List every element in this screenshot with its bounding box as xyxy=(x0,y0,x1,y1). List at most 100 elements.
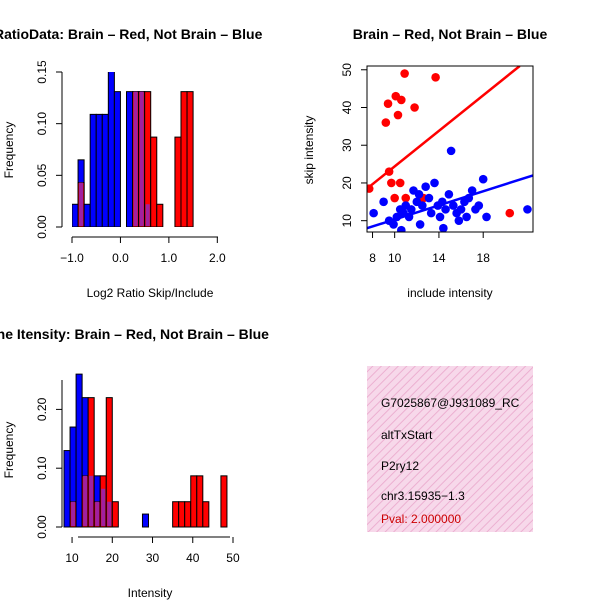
intensity-x-tick-label: 40 xyxy=(186,551,200,565)
scatter-point-red xyxy=(387,178,396,188)
intensity-x-ticks: 10 20 30 40 50 xyxy=(65,537,240,565)
intensity-overlap-bar xyxy=(83,475,88,526)
scatter-point-red xyxy=(505,208,515,218)
scatter-y-label: skip intensity xyxy=(302,116,316,185)
intensity-red-bar xyxy=(184,501,192,528)
intensity-red-bar xyxy=(178,501,186,528)
ratio-y-ticks: 0.00 0.05 0.10 0.15 xyxy=(35,60,62,239)
ratio-blue-bar xyxy=(72,203,79,227)
intensity-histogram: Gene Itensity: Brain – Red, Not Brain – … xyxy=(0,326,269,600)
scatter-point-blue xyxy=(397,225,406,232)
event-info-box: G7025867@J931089_RC altTxStart P2ry12 ch… xyxy=(367,366,533,532)
intensity-red-bar xyxy=(111,501,119,528)
intensity-y-tick-label: 0.10 xyxy=(35,456,49,480)
ratio-title: RatioData: Brain – Red, Not Brain – Blue xyxy=(0,26,263,42)
intensity-x-tick-label: 30 xyxy=(146,551,160,565)
scatter-point-red xyxy=(410,103,419,112)
scatter-point-blue xyxy=(389,220,398,229)
intensity-red-bar xyxy=(190,475,198,528)
ratio-y-tick-label: 0.00 xyxy=(35,215,49,239)
scatter-point-red xyxy=(367,184,374,193)
intensity-y-tick-label: 0.20 xyxy=(35,397,49,421)
intensity-overlap-bar xyxy=(107,501,112,526)
scatter-point-red xyxy=(393,110,403,120)
intensity-x-tick-label: 20 xyxy=(106,551,120,565)
scatter-x-tick-label: 10 xyxy=(388,251,402,265)
scatter-point-blue xyxy=(439,223,448,232)
ratio-red-bar xyxy=(186,91,194,227)
scatter-point-blue xyxy=(441,205,450,214)
scatter-points xyxy=(367,69,532,232)
scatter-y-tick-label: 50 xyxy=(340,63,354,77)
info-location: chr3.15935−1.3 xyxy=(381,489,465,503)
scatter-x-tick-label: 14 xyxy=(432,251,446,265)
ratio-y-tick-label: 0.10 xyxy=(35,112,49,136)
ratio-blue-bar xyxy=(95,113,103,227)
info-event: altTxStart xyxy=(381,428,433,442)
ratio-blue-bar xyxy=(101,113,109,227)
ratio-blue-bar xyxy=(89,113,97,227)
ratio-overlap-bar xyxy=(145,204,150,226)
scatter-point-blue xyxy=(379,197,388,207)
scatter-y-ticks: 10 20 30 40 50 xyxy=(340,63,367,228)
ratio-red-bar xyxy=(156,203,164,227)
scatter-point-blue xyxy=(456,205,466,214)
intensity-red-bar xyxy=(172,501,180,528)
ratio-histogram: RatioData: Brain – Red, Not Brain – Blue… xyxy=(0,26,263,300)
scatter-point-blue xyxy=(474,201,484,210)
skip-include-scatter: Brain – Red, Not Brain – Blue 10 20 30 40 50… xyxy=(302,26,547,300)
scatter-point-blue xyxy=(406,205,416,214)
scatter-point-blue xyxy=(449,201,458,210)
intensity-overlap-bar xyxy=(89,475,94,526)
ratio-blue-bar xyxy=(125,91,134,227)
ratio-x-tick-label: 2.0 xyxy=(209,251,226,265)
intensity-blue-bar xyxy=(63,450,71,528)
ratio-bars xyxy=(72,72,194,227)
scatter-frame xyxy=(366,65,534,233)
intensity-red-bar xyxy=(105,397,113,528)
intensity-overlap-bar xyxy=(71,501,76,526)
scatter-point-blue xyxy=(454,216,464,225)
scatter-point-blue xyxy=(437,197,447,207)
scatter-fit-line-red xyxy=(367,66,521,190)
scatter-y-tick-label: 30 xyxy=(340,138,354,152)
scatter-x-label: include intensity xyxy=(407,286,492,300)
intensity-x-label: Intensity xyxy=(128,586,173,600)
intensity-blue-bar xyxy=(75,373,83,528)
scatter-point-blue xyxy=(430,178,439,188)
intensity-x-tick-label: 10 xyxy=(65,551,79,565)
info-text-group: G7025867@J931089_RC altTxStart P2ry12 ch… xyxy=(381,396,520,526)
intensity-y-tick-label: 0.00 xyxy=(35,515,49,539)
intensity-red-bar xyxy=(196,475,204,528)
info-background xyxy=(367,366,533,532)
scatter-point-blue xyxy=(444,189,454,199)
scatter-title: Brain – Red, Not Brain – Blue xyxy=(353,26,548,42)
scatter-x-tick-label: 18 xyxy=(477,251,491,265)
scatter-y-tick-label: 20 xyxy=(340,176,354,190)
info-pval: Pval: 2.000000 xyxy=(381,512,461,526)
scatter-point-red xyxy=(390,193,399,203)
scatter-point-red xyxy=(401,193,411,203)
ratio-overlap-bar xyxy=(79,182,84,226)
ratio-red-bar xyxy=(174,136,182,227)
scatter-point-blue xyxy=(435,212,445,222)
info-gene: P2ry12 xyxy=(381,459,419,473)
ratio-x-tick-label: −1.0 xyxy=(60,251,84,265)
scatter-point-blue xyxy=(404,212,414,222)
ratio-x-label: Log2 Ratio Skip/Include xyxy=(87,286,214,300)
ratio-y-tick-label: 0.05 xyxy=(35,163,49,187)
scatter-y-tick-label: 10 xyxy=(340,214,354,228)
scatter-point-red xyxy=(384,167,394,176)
ratio-y-label: Frequency xyxy=(2,122,16,179)
intensity-overlap-bar xyxy=(101,488,106,526)
scatter-point-blue xyxy=(415,220,425,229)
scatter-point-red xyxy=(395,178,405,188)
scatter-point-red xyxy=(381,118,391,127)
scatter-point-blue xyxy=(467,186,477,195)
intensity-title: Gene Itensity: Brain – Red, Not Brain – … xyxy=(0,326,269,342)
scatter-point-blue xyxy=(414,189,424,199)
scatter-point-blue xyxy=(523,205,532,214)
ratio-overlap-bar xyxy=(133,91,138,226)
scatter-point-blue xyxy=(418,201,427,210)
